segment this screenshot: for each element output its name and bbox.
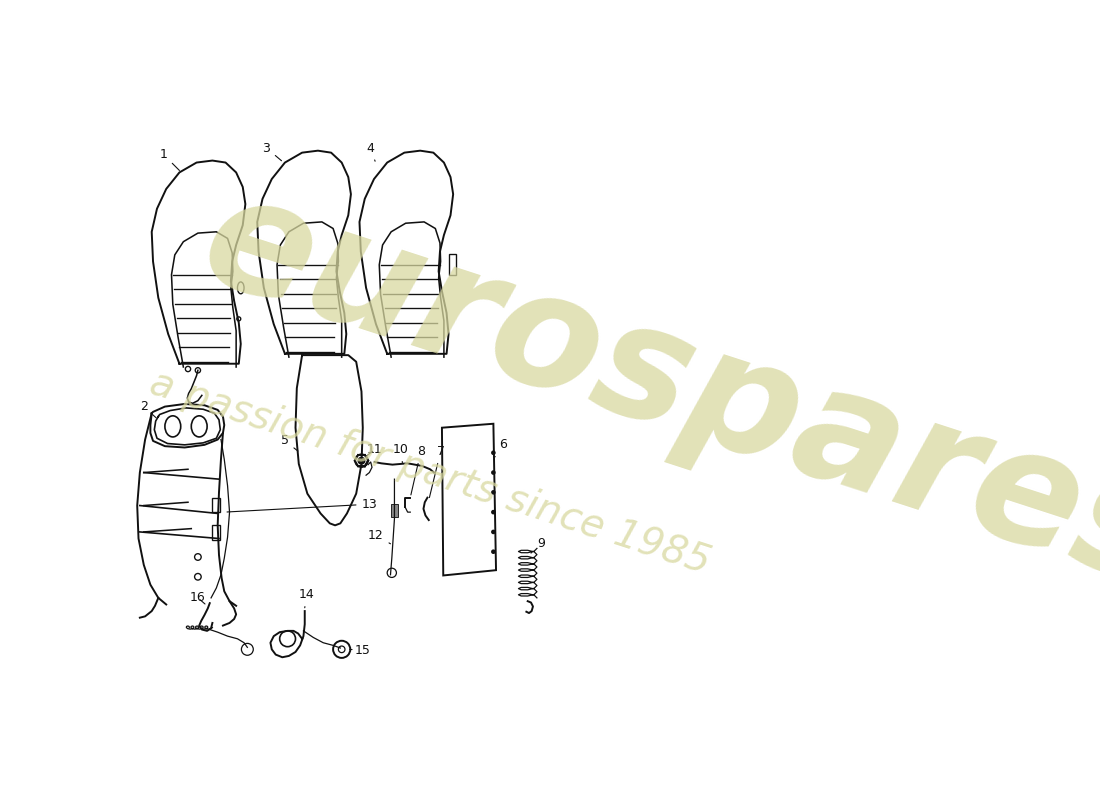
Circle shape: [491, 490, 496, 494]
Text: 13: 13: [227, 498, 377, 512]
Circle shape: [491, 470, 496, 475]
Bar: [449, 254, 456, 274]
Text: 4: 4: [366, 142, 375, 162]
Text: 6: 6: [495, 438, 507, 457]
Bar: [392, 504, 398, 518]
Text: 1: 1: [160, 148, 179, 170]
Text: 7: 7: [429, 445, 444, 498]
Bar: [212, 526, 220, 540]
Text: 11: 11: [366, 443, 383, 456]
Text: 8: 8: [411, 445, 425, 495]
Text: 10: 10: [393, 443, 409, 462]
Circle shape: [359, 458, 365, 464]
Text: eurospares: eurospares: [185, 160, 1100, 620]
Text: 9: 9: [531, 538, 544, 553]
Text: a passion for parts since 1985: a passion for parts since 1985: [145, 364, 715, 582]
Circle shape: [491, 510, 496, 514]
Text: 15: 15: [350, 644, 371, 657]
Text: 3: 3: [263, 142, 282, 161]
Text: 16: 16: [190, 591, 206, 604]
Text: 2: 2: [140, 400, 156, 418]
Text: 12: 12: [368, 529, 390, 544]
Circle shape: [491, 550, 496, 554]
Bar: [212, 498, 220, 512]
Text: 5: 5: [280, 434, 298, 451]
Circle shape: [491, 530, 496, 534]
Text: 14: 14: [299, 588, 315, 608]
Circle shape: [491, 450, 496, 455]
